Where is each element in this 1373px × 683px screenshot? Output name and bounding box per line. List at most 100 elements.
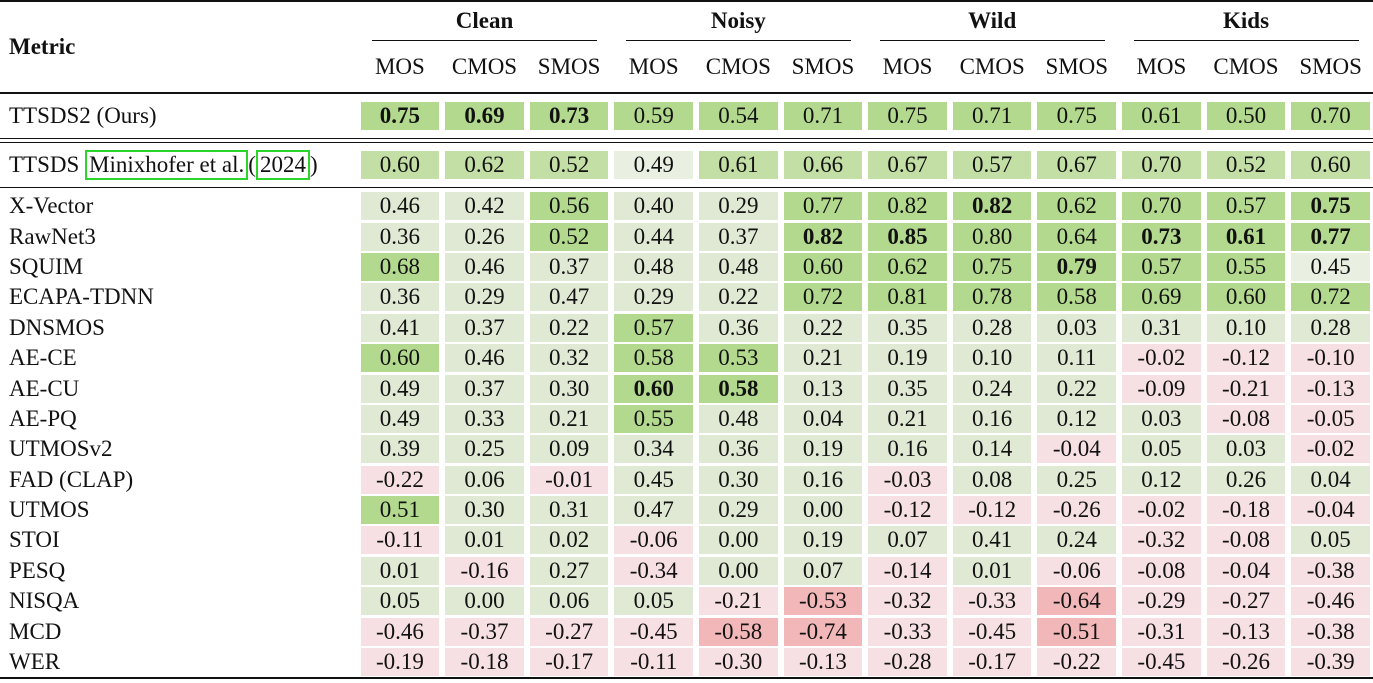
- value-cell: 0.56: [527, 191, 612, 221]
- cell-value: 0.05: [1122, 435, 1201, 464]
- cell-value: 0.03: [1122, 404, 1201, 433]
- cell-value: -0.58: [699, 617, 778, 646]
- value-cell: 0.48: [696, 404, 781, 434]
- cell-value: 0.52: [1206, 151, 1286, 179]
- cell-value: -0.08: [1122, 556, 1201, 585]
- value-cell: 0.29: [696, 191, 781, 221]
- value-cell: 0.71: [780, 92, 866, 138]
- cell-value: 0.62: [1037, 192, 1117, 221]
- table-row: X-Vector 0.46 0.42 0.56 0.40 0.29 0.77 0.82 0.82…: [0, 191, 1373, 221]
- value-cell: 0.54: [696, 92, 781, 138]
- table-row: AE-PQ 0.49 0.33 0.21 0.55 0.48 0.04 0.21 0.16 0.1…: [0, 404, 1373, 434]
- cell-value: 0.16: [952, 404, 1032, 433]
- value-cell: 0.22: [696, 282, 781, 312]
- value-cell: 0.04: [1288, 465, 1373, 495]
- cell-value: 0.58: [614, 344, 694, 373]
- cell-value: 0.31: [529, 496, 609, 525]
- subcol-header: MOS: [628, 54, 679, 79]
- value-cell: 0.75: [865, 92, 950, 138]
- table-row: SQUIM 0.68 0.46 0.37 0.48 0.48 0.60 0.62 0.75 0.7…: [0, 252, 1373, 282]
- value-cell: 0.35: [865, 373, 950, 403]
- value-cell: 0.49: [611, 142, 697, 187]
- citation-link-author[interactable]: Minixhofer et al.: [85, 150, 249, 180]
- value-cell: -0.39: [1288, 647, 1373, 680]
- value-cell: 0.05: [1288, 525, 1373, 555]
- value-cell: 0.60: [781, 252, 866, 282]
- value-cell: 0.01: [442, 525, 527, 555]
- cell-value: -0.12: [868, 496, 947, 525]
- cell-value: -0.31: [1122, 617, 1201, 646]
- cell-value: 0.61: [699, 151, 778, 179]
- cell-value: -0.10: [1291, 344, 1370, 373]
- cell-value: -0.02: [1122, 344, 1201, 373]
- cell-value: -0.01: [529, 465, 609, 494]
- value-cell: -0.01: [527, 465, 612, 495]
- value-cell: -0.13: [1288, 373, 1373, 403]
- row-name: TTSDS Minixhofer et al.(2024): [0, 142, 358, 187]
- value-cell: -0.22: [358, 465, 443, 495]
- cell-value: 0.01: [952, 556, 1032, 585]
- value-cell: 0.66: [780, 142, 866, 187]
- cell-value: -0.06: [614, 526, 694, 555]
- value-cell: -0.30: [696, 647, 781, 680]
- cell-value: 0.19: [783, 526, 863, 555]
- value-cell: -0.05: [1288, 404, 1373, 434]
- value-cell: 0.52: [1203, 142, 1289, 187]
- value-cell: 0.12: [1034, 404, 1119, 434]
- cell-value: 0.67: [1037, 151, 1117, 179]
- cell-value: 0.59: [614, 102, 694, 130]
- cell-value: 0.03: [1206, 435, 1286, 464]
- cell-value: 0.56: [529, 192, 609, 221]
- cell-value: 0.60: [360, 344, 440, 373]
- cell-value: 0.06: [529, 587, 609, 616]
- cell-value: 0.46: [445, 344, 524, 373]
- table-row: RawNet3 0.36 0.26 0.52 0.44 0.37 0.82 0.85 0.80 0…: [0, 221, 1373, 251]
- row-name: ECAPA-TDNN: [9, 284, 154, 310]
- value-cell: 0.39: [358, 434, 443, 464]
- citation-paren: (: [248, 152, 256, 177]
- cell-value: -0.32: [1122, 526, 1201, 555]
- cell-value: 0.08: [952, 465, 1032, 494]
- cell-value: -0.02: [1291, 435, 1370, 464]
- cell-value: 0.49: [360, 374, 440, 403]
- cell-value: 0.29: [699, 496, 778, 525]
- cell-value: -0.13: [1291, 374, 1370, 403]
- cell-value: 0.21: [529, 404, 609, 433]
- value-cell: -0.26: [1203, 647, 1289, 680]
- row-name: UTMOS: [9, 497, 90, 523]
- cell-value: -0.22: [360, 465, 440, 494]
- cell-value: -0.17: [529, 648, 609, 677]
- cell-value: 0.24: [952, 374, 1032, 403]
- cell-value: 0.16: [868, 435, 947, 464]
- cell-value: -0.03: [868, 465, 947, 494]
- value-cell: 0.16: [950, 404, 1035, 434]
- value-cell: 0.19: [781, 434, 866, 464]
- cell-value: 0.41: [952, 526, 1032, 555]
- cell-value: 0.50: [1206, 102, 1286, 130]
- value-cell: 0.62: [1034, 191, 1119, 221]
- value-cell: 0.22: [1034, 373, 1119, 403]
- value-cell: -0.38: [1288, 556, 1373, 586]
- cell-value: 0.60: [783, 252, 863, 281]
- value-cell: 0.36: [358, 282, 443, 312]
- value-cell: 0.32: [527, 343, 612, 373]
- cell-value: 0.71: [952, 102, 1032, 130]
- cell-value: 0.79: [1037, 252, 1117, 281]
- cell-value: -0.04: [1037, 435, 1117, 464]
- value-cell: 0.19: [865, 343, 950, 373]
- value-cell: 0.36: [358, 221, 443, 251]
- subcol-header: SMOS: [537, 54, 601, 79]
- citation-link-year[interactable]: 2024: [255, 150, 310, 180]
- value-cell: 0.48: [611, 252, 696, 282]
- row-name: WER: [0, 647, 358, 680]
- value-cell: 0.33: [442, 404, 527, 434]
- cell-value: -0.29: [1122, 587, 1201, 616]
- value-cell: 0.52: [527, 221, 612, 251]
- cell-value: 0.39: [360, 435, 440, 464]
- value-cell: -0.14: [865, 556, 950, 586]
- cell-value: -0.27: [1206, 587, 1286, 616]
- cell-value: -0.13: [1206, 617, 1286, 646]
- cell-value: 0.58: [1037, 283, 1117, 312]
- value-cell: 0.05: [1119, 434, 1204, 464]
- cell-value: -0.19: [360, 648, 440, 677]
